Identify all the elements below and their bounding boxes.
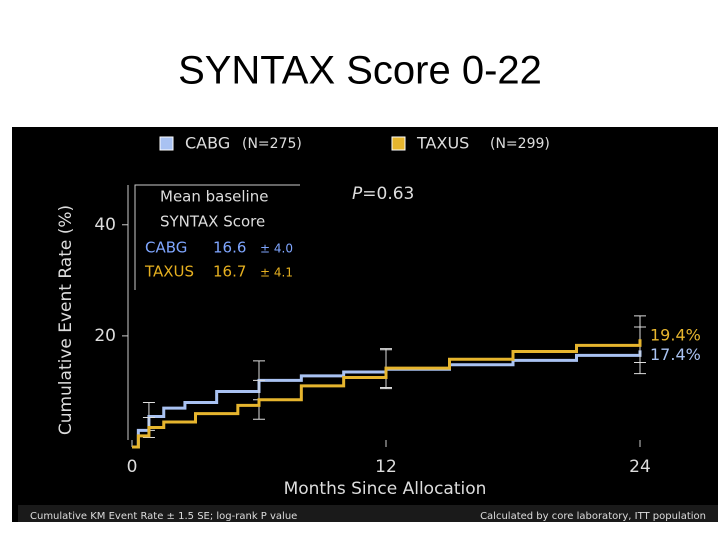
x-tick-label: 12	[375, 457, 397, 477]
x-tick-label: 24	[629, 457, 651, 477]
legend-label: TAXUS	[416, 134, 469, 153]
inset-name: CABG	[145, 239, 187, 257]
end-label: 19.4%	[650, 326, 701, 345]
inset-line: SYNTAX Score	[160, 213, 265, 231]
p-text: =0.63	[362, 184, 414, 204]
end-label: 17.4%	[650, 345, 701, 364]
y-tick-label: 40	[94, 215, 116, 235]
inset-line: Mean baseline	[160, 188, 268, 206]
legend-label: CABG	[185, 134, 230, 153]
legend-swatch	[391, 136, 406, 151]
p-value: P=0.63	[352, 184, 414, 204]
inset-sd: ± 4.0	[260, 242, 293, 256]
x-tick-label: 0	[127, 457, 138, 477]
legend-n: (N=299)	[490, 136, 550, 152]
legend-n: (N=275)	[242, 136, 302, 152]
inset-mean: 16.6	[213, 239, 246, 257]
inset-name: TAXUS	[144, 263, 194, 281]
footnote: Cumulative KM Event Rate ± 1.5 SE; log-r…	[30, 511, 297, 522]
x-axis-label: Months Since Allocation	[284, 479, 487, 499]
inset-frame	[134, 184, 300, 290]
km-line	[132, 339, 642, 449]
inset-sd: ± 4.1	[260, 266, 293, 280]
chart-panel	[12, 127, 718, 522]
inset-mean: 16.7	[213, 263, 246, 281]
footnote: Calculated by core laboratory, ITT popul…	[480, 511, 706, 522]
slide-title: SYNTAX Score 0-22	[178, 49, 542, 93]
legend-swatch	[159, 136, 174, 151]
y-axis-label: Cumulative Event Rate (%)	[56, 205, 76, 435]
p-symbol: P	[352, 184, 363, 204]
footer-band	[18, 505, 718, 522]
km-line	[132, 350, 642, 449]
y-tick-label: 20	[94, 326, 116, 346]
